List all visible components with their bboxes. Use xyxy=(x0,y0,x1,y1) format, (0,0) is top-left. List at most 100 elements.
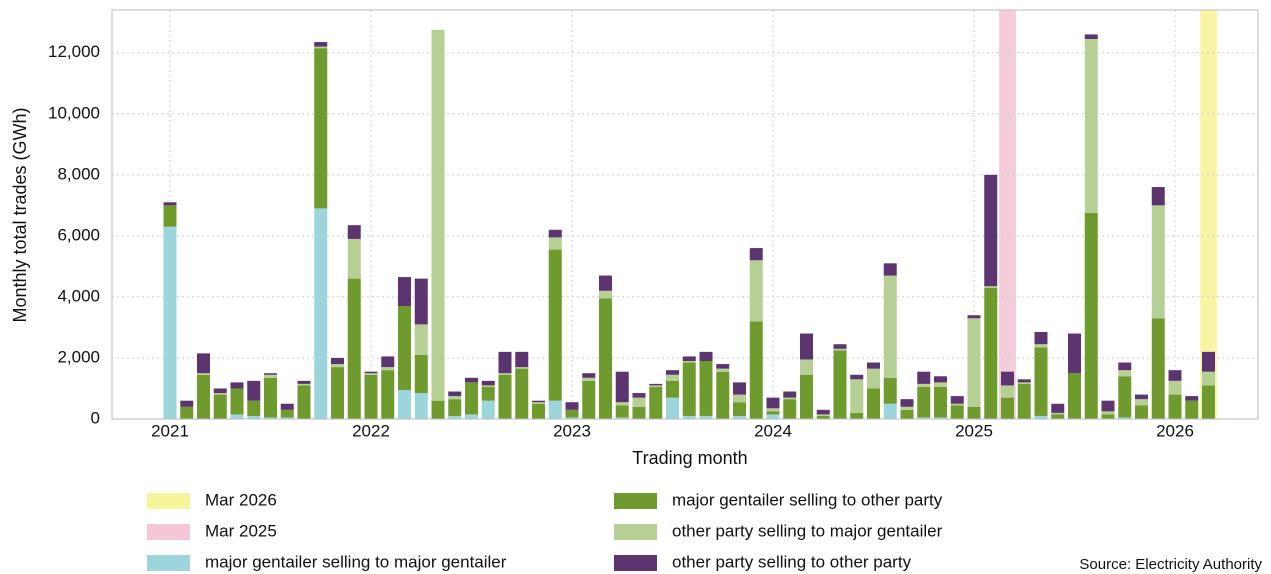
bar-segment xyxy=(532,402,545,404)
bar-segment xyxy=(180,400,194,407)
bar-segment xyxy=(749,321,763,419)
bar-segment xyxy=(716,364,730,369)
bar-segment xyxy=(314,48,328,209)
bar-segment xyxy=(414,278,428,325)
bar-segment xyxy=(247,400,261,416)
bar-segment xyxy=(548,249,562,401)
bar-segment xyxy=(1168,370,1182,381)
x-tick-label: 2026 xyxy=(1156,421,1194,440)
y-tick-label: 2,000 xyxy=(57,347,100,366)
bar-segment xyxy=(699,351,713,362)
bar-segment xyxy=(1017,382,1031,384)
bar-segment xyxy=(297,383,311,386)
bar-segment xyxy=(783,399,797,419)
bar-segment xyxy=(934,376,947,383)
bar-segment xyxy=(800,333,813,360)
bar-segment xyxy=(666,380,679,398)
bar-segment xyxy=(481,400,495,419)
bar-segment xyxy=(264,377,277,418)
bar-segment xyxy=(615,405,629,418)
y-tick-label: 4,000 xyxy=(57,286,100,305)
bar-segment xyxy=(381,367,395,371)
bar-segment xyxy=(230,382,244,389)
bar-segment xyxy=(733,382,746,395)
bar-segment xyxy=(666,374,679,381)
bar-segment xyxy=(213,393,227,395)
legend-label: other party selling to other party xyxy=(672,552,912,571)
bar-segment xyxy=(766,414,780,419)
bar-segment xyxy=(515,351,529,368)
bar-segment xyxy=(314,46,328,49)
bar-segment xyxy=(1118,376,1132,418)
bar-segment xyxy=(850,412,864,419)
bar-segment xyxy=(950,396,964,404)
x-tick-label: 2023 xyxy=(553,421,591,440)
bar-segment xyxy=(682,356,696,362)
bar-segment xyxy=(1101,411,1115,415)
bar-segment xyxy=(800,374,813,419)
bar-segment xyxy=(398,390,411,419)
bar-segment xyxy=(733,394,746,403)
bar-segment xyxy=(1151,205,1165,319)
bar-segment xyxy=(197,374,210,419)
bar-segment xyxy=(1168,394,1182,419)
bar-segment xyxy=(917,386,931,418)
bar-segment xyxy=(197,353,210,374)
bar-segment xyxy=(532,400,545,403)
bar-segment xyxy=(314,208,328,419)
bar-segment xyxy=(448,399,462,416)
bar-segment xyxy=(599,298,612,419)
bar-segment xyxy=(213,388,227,394)
bar-segment xyxy=(481,380,495,386)
legend-swatch xyxy=(147,524,190,540)
bar-segment xyxy=(347,278,361,419)
bar-segment xyxy=(582,377,596,381)
bar-segment xyxy=(1001,385,1014,398)
bar-segment xyxy=(967,318,981,407)
bar-segment xyxy=(1084,34,1098,39)
bar-segment xyxy=(163,205,177,227)
bar-segment xyxy=(883,403,897,419)
y-tick-label: 10,000 xyxy=(48,103,100,122)
bar-segment xyxy=(582,373,596,378)
bar-segment xyxy=(833,344,847,349)
bar-segment xyxy=(163,202,177,206)
bar-segment xyxy=(900,406,914,410)
legend-swatch xyxy=(147,493,190,509)
bar-segment xyxy=(1001,397,1014,419)
bar-segment xyxy=(934,382,947,387)
bar-segment xyxy=(682,362,696,416)
bar-segment xyxy=(1034,332,1048,345)
bar-segment xyxy=(264,374,277,378)
bar-segment xyxy=(984,174,998,287)
bar-segment xyxy=(1051,403,1065,413)
bar-segment xyxy=(448,391,462,397)
legend-label: Mar 2026 xyxy=(205,490,277,509)
bar-segment xyxy=(1034,415,1048,419)
bar-segment xyxy=(716,371,730,419)
bar-segment xyxy=(448,415,462,419)
bar-segment xyxy=(1185,396,1199,401)
bar-segment xyxy=(264,417,277,419)
bar-segment xyxy=(917,371,931,384)
bar-segment xyxy=(615,371,629,403)
bar-segment xyxy=(1202,385,1215,419)
y-tick-label: 12,000 xyxy=(48,42,100,61)
highlight-band xyxy=(999,10,1016,419)
bar-segment xyxy=(364,371,378,374)
legend-label: other party selling to major gentailer xyxy=(672,521,943,540)
bar-segment xyxy=(213,394,227,419)
bar-segment xyxy=(465,414,478,419)
bar-segment xyxy=(682,415,696,419)
bar-segment xyxy=(1118,370,1132,377)
bar-segment xyxy=(632,397,646,407)
bar-segment xyxy=(867,362,880,369)
bar-segment xyxy=(197,373,210,375)
bar-segment xyxy=(867,368,880,389)
bar-segment xyxy=(247,380,261,401)
x-tick-label: 2021 xyxy=(151,421,189,440)
bar-segment xyxy=(1135,399,1148,406)
x-axis-label: Trading month xyxy=(632,448,747,468)
bar-segment xyxy=(699,361,713,416)
bar-segment xyxy=(314,42,328,47)
